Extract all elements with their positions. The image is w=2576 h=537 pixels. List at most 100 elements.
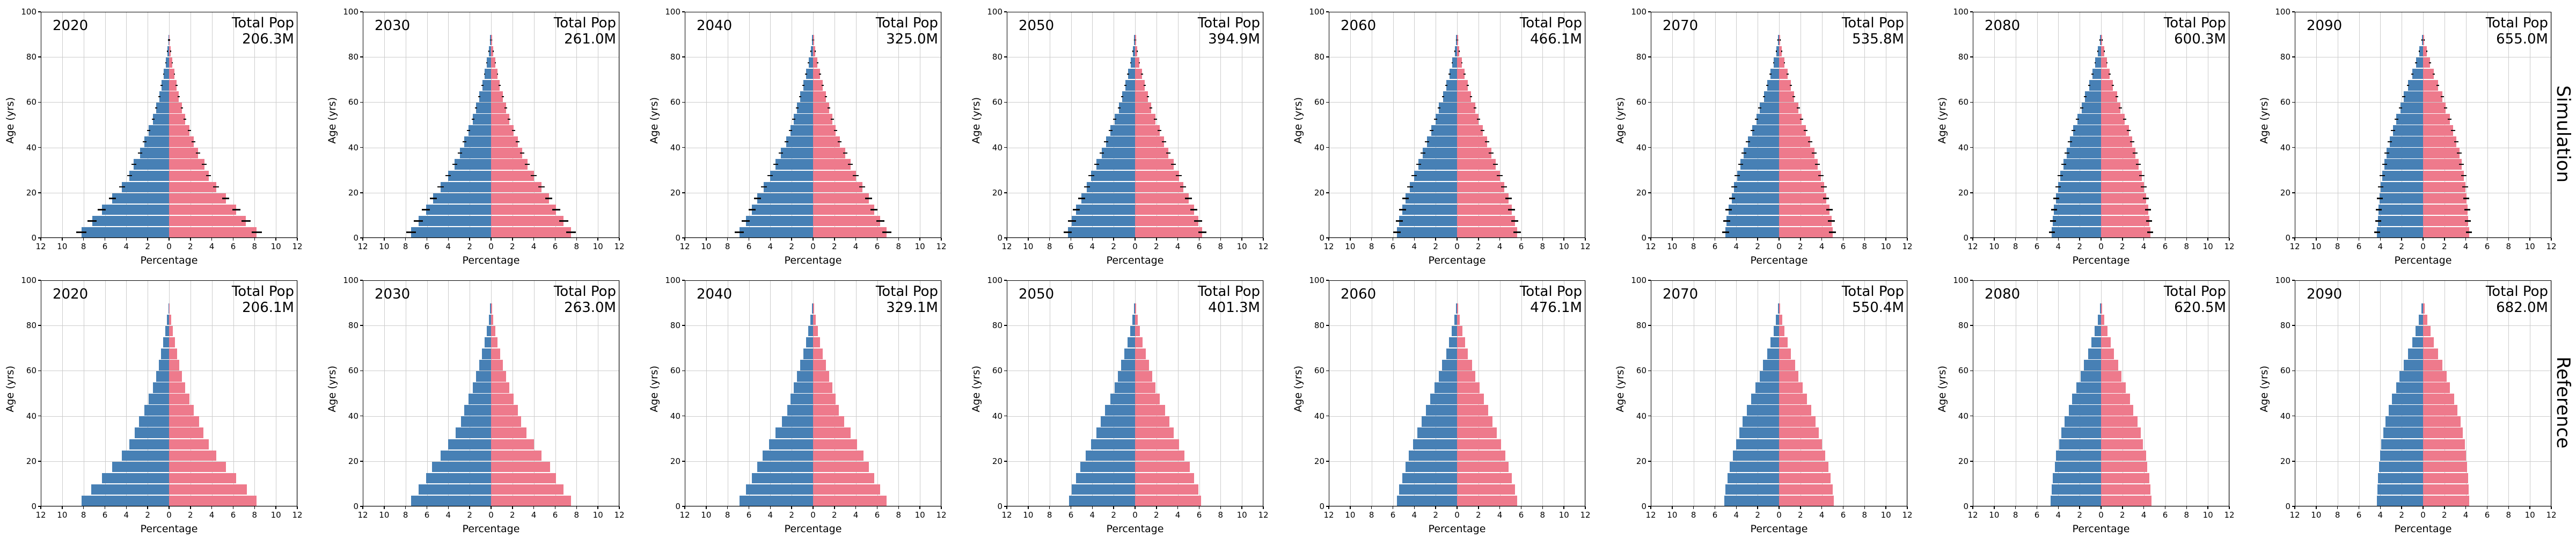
female-error-bar [1474,107,1477,109]
total-pop-title: Total Pop [1841,15,1904,31]
male-bar-age-10-14 [752,204,813,215]
male-bar-age-10-14 [1076,473,1135,484]
x-tick-label: 12 [1323,510,1334,520]
x-tick-mark [1864,506,1865,509]
female-bar-age-30-34 [1779,159,1818,170]
x-tick-mark [1736,506,1737,509]
x-tick-label: 0 [1454,510,1460,520]
male-error-bar [2058,175,2063,177]
female-error-bar [2457,152,2462,154]
male-bar-age-55-59 [1439,103,1457,113]
x-tick-label: 4 [209,510,215,520]
male-bar-age-85-89 [2100,34,2101,46]
female-bar-age-0-4 [1779,227,1833,238]
female-bar-age-80-84 [2423,46,2427,57]
male-error-bar [1108,129,1113,132]
year-label: 2090 [2307,18,2343,34]
female-bar-age-30-34 [1779,427,1819,438]
pyramid-chart-reference-2050: 12 10 8 6 4 2 0 2 4 6 8 10 12 0 20 40 60 80 100 2050 Total P… [966,268,1288,537]
female-bar-age-70-74 [813,69,820,79]
male-bar-age-0-4 [2377,227,2423,238]
x-tick-mark [619,506,620,509]
x-tick-label: 12 [2546,510,2557,520]
x-tick-label: 12 [1258,242,1269,251]
male-error-bar [2418,50,2420,52]
x-tick-mark [2465,506,2467,509]
female-bar-age-45-49 [1135,394,1160,404]
female-error-bar [1161,141,1166,143]
male-error-bar [168,39,169,41]
x-tick-mark [405,506,406,509]
female-error-bar [213,186,219,188]
plot-frame [41,280,297,506]
female-bar-age-55-59 [1135,103,1151,113]
pyramid-chart-simulation-2060: 12 10 8 6 4 2 0 2 4 6 8 10 12 0 20 40 60 80 100 2060 Total P… [1288,0,1610,268]
male-bar-age-40-44 [1105,405,1135,416]
male-error-bar [753,198,761,199]
female-bar-age-25-29 [1457,170,1500,181]
x-gridline [384,280,385,506]
female-error-bar [494,62,496,63]
female-bar-age-50-54 [1779,114,1802,125]
female-bar-age-80-84 [2101,46,2104,57]
y-tick-mark [360,325,363,326]
female-error-bar [202,163,207,165]
male-bar-age-60-64 [159,91,169,102]
male-error-bar [735,231,744,233]
plot-frame [2295,280,2551,506]
male-bar-age-40-44 [1427,136,1457,147]
x-tick-label: 8 [80,242,86,251]
male-error-bar [2068,141,2073,143]
x-gridline [1028,12,1029,238]
x-tick-mark [190,506,191,509]
x-tick-label: 6 [552,242,558,251]
female-bar-age-65-69 [1779,80,1791,91]
female-bar-age-55-59 [1779,371,1798,382]
y-tick-label: 80 [1636,52,1646,62]
male-bar-age-55-59 [1760,371,1779,382]
x-tick-mark [1177,238,1179,241]
female-bar-age-60-64 [169,360,179,371]
y-tick-label: 0 [997,502,1002,511]
y-tick-label: 0 [1963,502,1968,511]
male-bar-age-10-14 [426,204,491,215]
x-tick-mark [834,238,835,241]
female-bar-age-40-44 [813,136,840,147]
female-error-bar [882,231,891,233]
female-bar-age-60-64 [491,360,503,371]
x-tick-label: 2 [2077,242,2082,251]
female-error-bar [2462,186,2468,188]
total-pop-value: 476.1M [1530,300,1582,316]
female-bar-age-85-89 [813,303,814,314]
y-tick-label: 40 [2280,411,2290,421]
x-gridline [427,12,428,238]
y-tick-mark [360,237,363,238]
male-bar-age-75-79 [487,326,491,337]
x-tick-label: 10 [379,510,390,520]
x-tick-mark [491,506,492,509]
female-bar-age-55-59 [813,371,829,382]
male-error-bar [1777,39,1779,41]
total-pop-title: Total Pop [1197,15,1260,31]
y-tick-label: 20 [348,187,358,198]
female-error-bar [171,62,173,63]
male-error-bar [119,186,125,188]
female-bar-age-70-74 [491,69,497,79]
female-bar-age-55-59 [1457,103,1475,113]
male-bar-age-20-24 [1087,182,1135,192]
y-tick-label: 20 [1314,456,1324,466]
x-tick-label: 12 [936,242,947,251]
male-error-bar [2415,62,2417,63]
female-bar-age-25-29 [1457,439,1501,449]
y-axis-label: Age (yrs) [2258,365,2270,412]
x-tick-label: 10 [592,510,603,520]
x-tick-mark [1028,238,1029,241]
male-bar-age-30-34 [135,427,169,438]
male-bar-age-5-9 [2378,215,2423,227]
y-gridline [363,461,619,462]
male-error-bar [1735,175,1740,177]
male-error-bar [131,163,136,165]
y-tick-mark [682,101,685,103]
x-tick-mark [2122,238,2123,241]
female-bar-age-0-4 [2423,227,2469,238]
